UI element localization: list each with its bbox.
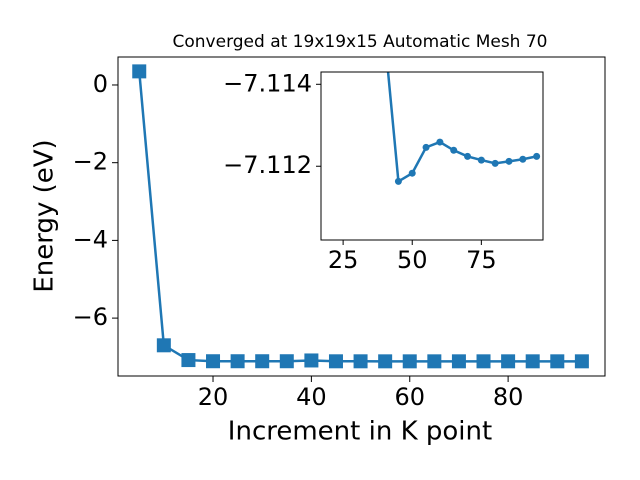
data-point: [451, 354, 466, 369]
data-point: [328, 354, 343, 369]
data-point: [230, 354, 245, 369]
data-point: [422, 143, 430, 151]
data-point: [394, 177, 402, 185]
data-point: [450, 146, 458, 154]
data-point: [436, 138, 444, 146]
plot-clip: [386, 72, 541, 185]
plot-clip: [132, 64, 589, 369]
x-axis-label: Increment in K point: [228, 417, 492, 447]
y-tick-label: −6: [73, 303, 108, 331]
data-point: [304, 353, 319, 368]
data-point: [353, 354, 368, 369]
data-point: [427, 354, 442, 369]
x-tick-label: 40: [296, 383, 327, 411]
data-point: [464, 152, 472, 160]
y-tick-label: −4: [73, 225, 108, 253]
x-tick-label: 75: [466, 246, 497, 274]
data-point: [206, 354, 221, 369]
x-tick-label: 60: [394, 383, 425, 411]
data-point: [491, 159, 499, 167]
data-point: [181, 353, 196, 368]
data-point: [550, 354, 565, 369]
y-tick-label: −7.114: [223, 69, 312, 97]
plot-frame: [117, 56, 606, 377]
data-point: [533, 152, 541, 160]
plot-frame: [320, 71, 544, 241]
y-tick-label: −7.112: [223, 151, 312, 179]
data-point: [132, 64, 147, 79]
y-tick-label: −2: [73, 148, 108, 176]
x-tick-label: 20: [198, 383, 229, 411]
data-point: [402, 354, 417, 369]
data-point: [501, 354, 516, 369]
x-tick-label: 50: [397, 246, 428, 274]
data-point: [505, 157, 513, 165]
y-axis-label: Energy (eV): [30, 139, 60, 292]
data-point: [378, 354, 393, 369]
data-point: [279, 354, 294, 369]
data-point: [477, 156, 485, 164]
data-point: [255, 354, 270, 369]
chart-title: Converged at 19x19x15 Automatic Mesh 70: [173, 32, 548, 52]
plot-area: [321, 72, 543, 240]
data-point: [156, 338, 171, 353]
data-point: [574, 354, 589, 369]
data-point: [408, 169, 416, 177]
y-tick-label: 0: [93, 70, 108, 98]
x-tick-label: 25: [328, 246, 359, 274]
data-point: [525, 354, 540, 369]
data-point: [519, 155, 527, 163]
data-point: [476, 354, 491, 369]
x-tick-label: 80: [493, 383, 524, 411]
